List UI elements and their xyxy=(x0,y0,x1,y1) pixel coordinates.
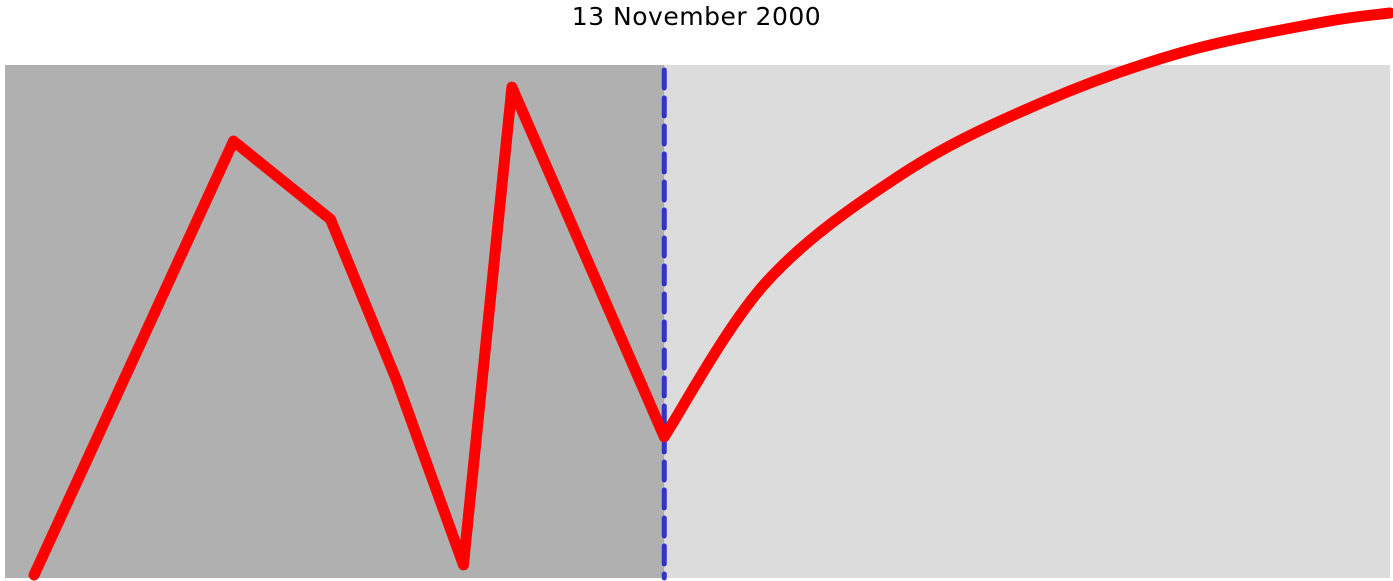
regions-layer xyxy=(5,65,1390,578)
chart-title: 13 November 2000 xyxy=(571,2,822,31)
region-past xyxy=(5,65,665,578)
region-future xyxy=(664,65,1390,578)
series-layer xyxy=(28,7,1393,581)
series-line-1 xyxy=(28,81,670,581)
series-line-2 xyxy=(658,7,1393,443)
